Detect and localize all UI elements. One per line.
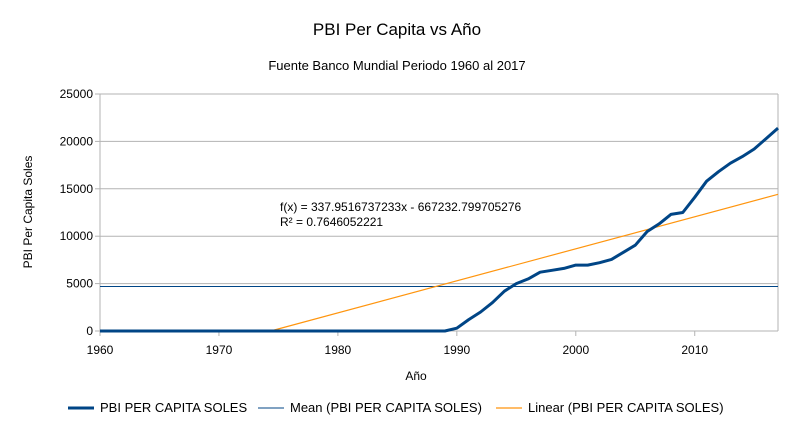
chart-title: PBI Per Capita vs Año <box>313 20 481 39</box>
y-tick-label: 15000 <box>60 182 94 196</box>
y-tick-label: 10000 <box>60 229 94 243</box>
legend: PBI PER CAPITA SOLES Mean (PBI PER CAPITA… <box>68 400 724 415</box>
grid-lines <box>100 93 778 332</box>
y-tick-label: 0 <box>86 324 93 338</box>
x-tick-label: 1980 <box>325 343 352 357</box>
x-tick-label: 1970 <box>206 343 233 357</box>
x-axis-label: Año <box>405 369 427 383</box>
legend-label: Linear (PBI PER CAPITA SOLES) <box>528 400 724 415</box>
x-tick-label: 2000 <box>562 343 589 357</box>
legend-label: Mean (PBI PER CAPITA SOLES) <box>290 400 482 415</box>
axes: 0 5000 10000 15000 20000 25000 1960 1970 1980 199… <box>60 87 779 357</box>
chart-subtitle: Fuente Banco Mundial Periodo 1960 al 201… <box>268 58 525 73</box>
series <box>100 126 779 333</box>
legend-label: PBI PER CAPITA SOLES <box>100 400 247 415</box>
equation-label: f(x) = 337.9516737233x - 667232.79970527… <box>280 200 522 214</box>
y-axis-label: PBI Per Capita Soles <box>21 156 35 269</box>
linear-trendline <box>270 193 779 332</box>
x-tick-label: 2010 <box>681 343 708 357</box>
x-tick-label: 1990 <box>443 343 470 357</box>
r-squared-label: R² = 0.7646052221 <box>280 215 383 229</box>
x-tick-label: 1960 <box>87 343 114 357</box>
y-tick-label: 5000 <box>66 277 93 291</box>
series-line-pbi <box>100 126 779 333</box>
y-tick-label: 25000 <box>60 87 94 101</box>
y-tick-label: 20000 <box>60 134 94 148</box>
